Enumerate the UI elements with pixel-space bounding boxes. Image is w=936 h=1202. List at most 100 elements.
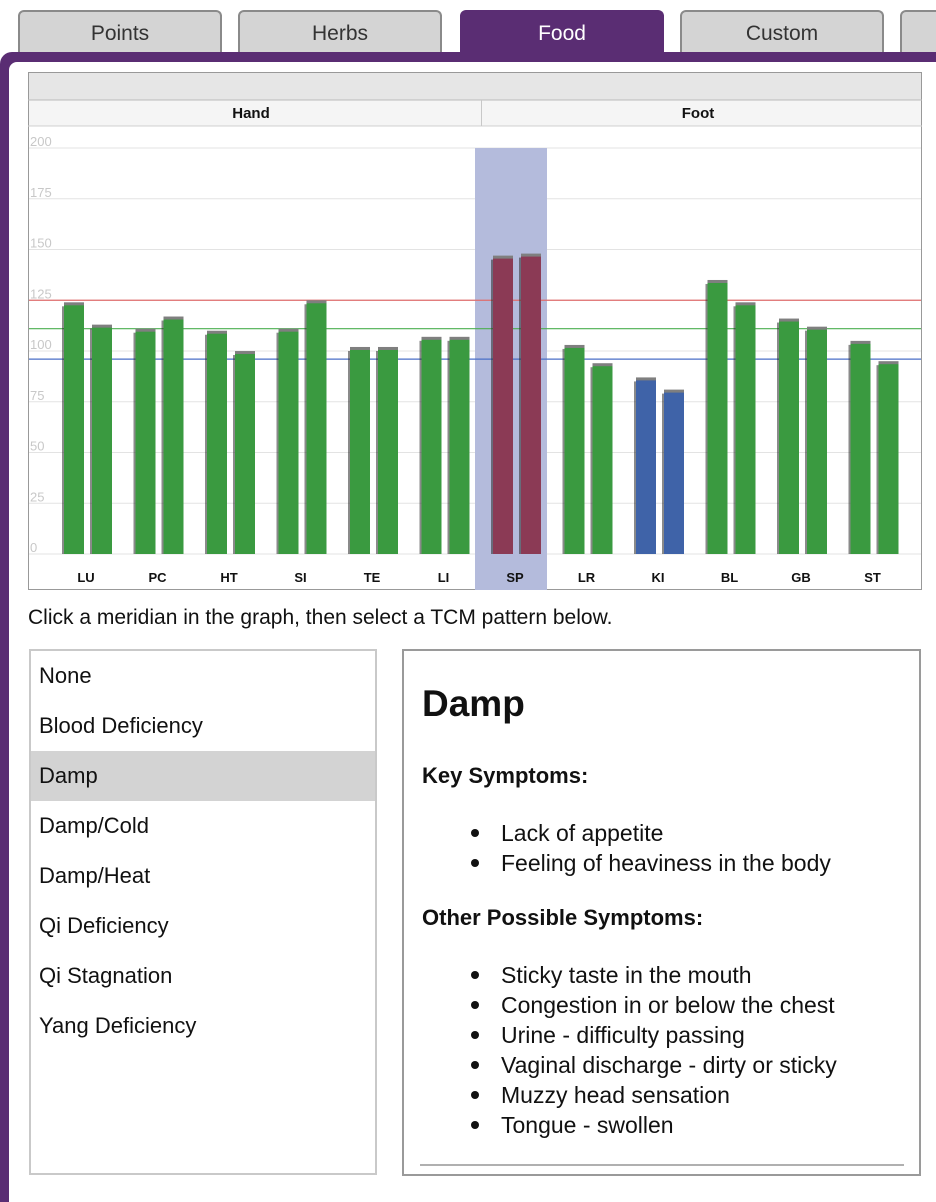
bar-te-1[interactable] — [348, 346, 370, 554]
bar-si-1[interactable] — [276, 328, 299, 554]
bar-cap — [807, 326, 827, 330]
bar-body — [306, 302, 327, 554]
bar-pc-2[interactable] — [161, 316, 184, 554]
symptom-item: Tongue - swollen — [404, 1110, 837, 1140]
bar-shadow — [133, 332, 136, 554]
tab-herbs[interactable]: Herbs — [238, 10, 442, 54]
bar-cap — [235, 351, 255, 355]
bar-sp-2[interactable] — [519, 253, 541, 554]
bar-shadow — [662, 393, 664, 554]
x-tick-label-bl[interactable]: BL — [721, 570, 738, 585]
bar-shadow — [304, 304, 307, 554]
bar-body — [421, 338, 442, 554]
bar-te-2[interactable] — [376, 346, 398, 554]
bar-lr-1[interactable] — [562, 344, 585, 554]
x-tick-label-te[interactable]: TE — [364, 570, 381, 585]
group-label-hand: Hand — [232, 105, 270, 122]
tab-points[interactable]: Points — [18, 10, 222, 54]
bar-cap — [64, 302, 84, 306]
x-tick-label-sp[interactable]: SP — [506, 570, 524, 585]
bar-shadow — [805, 330, 807, 554]
x-axis-labels: LU PC HT SI TE LI SP LR KI BL GB ST — [77, 570, 881, 585]
pattern-list[interactable]: None Blood Deficiency Damp Damp/Cold Dam… — [29, 649, 377, 1175]
symptom-item: Feeling of heaviness in the body — [404, 848, 831, 878]
pattern-item-damp[interactable]: Damp — [31, 751, 375, 801]
bar-shadow — [590, 367, 593, 554]
x-tick-label-pc[interactable]: PC — [148, 570, 167, 585]
bar-si-2[interactable] — [304, 300, 327, 554]
bar-shadow — [348, 350, 350, 554]
x-tick-label-lu[interactable]: LU — [77, 570, 94, 585]
bar-shadow — [876, 365, 879, 554]
symptom-item: Congestion in or below the chest — [404, 990, 837, 1020]
bar-shadow — [777, 322, 779, 554]
bar-ht-1[interactable] — [205, 330, 227, 554]
bar-body — [135, 330, 156, 554]
bar-cap — [779, 318, 799, 322]
bar-gb-2[interactable] — [805, 326, 827, 554]
y-tick-label: 75 — [30, 388, 44, 403]
bar-body — [521, 255, 541, 554]
pattern-item-damp-heat[interactable]: Damp/Heat — [39, 863, 151, 888]
bar-pc-1[interactable] — [133, 328, 156, 554]
y-tick-label: 25 — [30, 489, 44, 504]
bar-lu-2[interactable] — [90, 324, 112, 554]
x-tick-label-gb[interactable]: GB — [791, 570, 811, 585]
symptom-item: Vaginal discharge - dirty or sticky — [404, 1050, 837, 1080]
x-tick-label-st[interactable]: ST — [864, 570, 881, 585]
bar-body — [735, 304, 756, 554]
x-tick-label-ki[interactable]: KI — [652, 570, 665, 585]
pattern-item-qi-deficiency[interactable]: Qi Deficiency — [39, 913, 169, 938]
bar-st-2[interactable] — [876, 361, 899, 554]
bar-body — [878, 363, 899, 554]
key-symptoms-heading: Key Symptoms: — [422, 763, 589, 788]
bar-shadow — [161, 320, 164, 554]
pattern-item-yang-deficiency[interactable]: Yang Deficiency — [39, 1013, 197, 1038]
bar-gb-1[interactable] — [777, 318, 799, 554]
bar-bl-1[interactable] — [705, 279, 728, 554]
bar-ht-2[interactable] — [233, 351, 255, 554]
x-tick-label-li[interactable]: LI — [438, 570, 450, 585]
x-tick-label-ht[interactable]: HT — [220, 570, 237, 585]
bar-li-2[interactable] — [447, 336, 470, 554]
bar-shadow — [562, 348, 565, 554]
bar-bl-2[interactable] — [733, 302, 756, 554]
pattern-item-qi-stagnation[interactable]: Qi Stagnation — [39, 963, 173, 988]
bar-lu-1[interactable] — [62, 302, 84, 554]
tab-bar: Points Herbs Food Custom — [0, 0, 936, 56]
pattern-item-damp-cold[interactable]: Damp/Cold — [39, 813, 150, 838]
bar-st-1[interactable] — [848, 340, 871, 554]
bar-ki-2[interactable] — [662, 389, 684, 554]
bar-li-1[interactable] — [419, 336, 442, 554]
bar-body — [807, 328, 827, 554]
instruction-text: Click a meridian in the graph, then sele… — [28, 606, 613, 629]
bars[interactable] — [62, 253, 899, 554]
bar-cap — [449, 336, 470, 340]
pattern-item-blood-deficiency[interactable]: Blood Deficiency — [39, 713, 203, 738]
tab-custom[interactable]: Custom — [680, 10, 884, 54]
detail-divider — [420, 1164, 904, 1166]
bar-body — [664, 391, 684, 554]
bar-shadow — [733, 306, 736, 554]
y-tick-label: 0 — [30, 540, 37, 555]
tab-more[interactable] — [900, 10, 936, 54]
bar-cap — [735, 302, 756, 306]
other-symptoms-heading: Other Possible Symptoms: — [422, 905, 704, 930]
meridian-bar-chart[interactable]: Hand Foot 0 25 50 75 100 125 150 175 200 LU PC HT S… — [28, 72, 922, 591]
bar-lr-2[interactable] — [590, 363, 613, 554]
y-tick-label: 50 — [30, 439, 44, 454]
x-tick-label-si[interactable]: SI — [294, 570, 306, 585]
tab-food[interactable]: Food — [460, 10, 664, 54]
pattern-item-none[interactable]: None — [39, 663, 92, 688]
bar-body — [378, 348, 398, 554]
y-tick-label: 150 — [30, 236, 52, 251]
bar-shadow — [848, 344, 851, 554]
bar-cap — [878, 361, 899, 365]
bar-shadow — [205, 334, 207, 554]
bar-sp-1[interactable] — [491, 255, 513, 554]
x-tick-label-lr[interactable]: LR — [578, 570, 596, 585]
bar-cap — [521, 253, 541, 257]
bar-body — [779, 320, 799, 554]
bar-body — [564, 346, 585, 554]
bar-ki-1[interactable] — [634, 377, 656, 554]
